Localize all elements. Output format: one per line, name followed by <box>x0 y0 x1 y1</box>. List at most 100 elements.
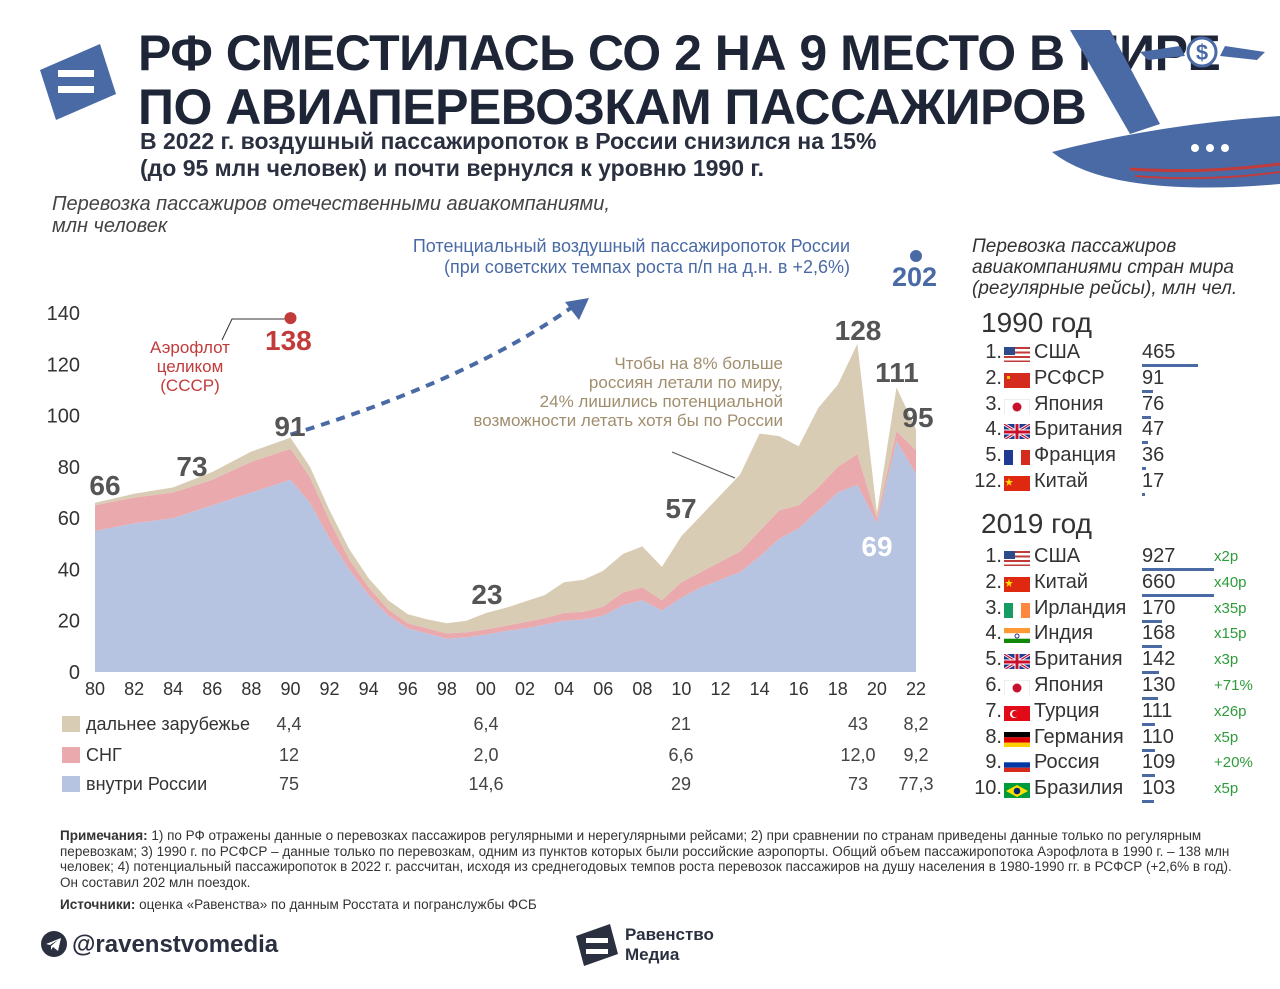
passenger-value: 660 <box>1142 570 1176 593</box>
ranking-title: Перевозка пассажиров авиакомпаниями стра… <box>972 236 1238 299</box>
x-tick-label: 12 <box>711 679 731 699</box>
legend-row: внутри России <box>62 774 207 796</box>
x-tick-label: 90 <box>280 679 300 699</box>
data-label-2010: 57 <box>665 493 696 524</box>
ranking-row: 5. Франция 36 <box>972 444 1272 471</box>
country-name: Британия <box>1034 418 1123 441</box>
ranking-row: 9. Россия 109 +20% <box>972 751 1272 778</box>
ranking-row: 1. США 927 x2р <box>972 545 1272 571</box>
value-bar <box>1142 568 1214 571</box>
rank-number: 3. <box>985 392 1002 415</box>
passenger-value: 110 <box>1142 725 1174 748</box>
value-bar <box>1142 748 1156 752</box>
flag-jp-icon <box>1004 398 1030 414</box>
footnote: Примечания: 1) по РФ отражены данные о п… <box>60 828 1232 890</box>
y-tick-label: 60 <box>58 508 80 530</box>
growth-value: x40р <box>1214 573 1247 591</box>
growth-value: x35р <box>1214 599 1247 617</box>
telegram-link[interactable]: @ravenstvomedia <box>40 930 278 959</box>
data-label-2019: 128 <box>835 315 882 346</box>
growth-value: x3р <box>1214 651 1239 669</box>
legend-value: 21 <box>670 714 692 734</box>
flag-de-icon <box>1004 731 1030 747</box>
brand-name: Равенство Медиа <box>625 925 714 964</box>
country-name: Россия <box>1034 751 1100 774</box>
flag-gb-icon <box>1004 423 1030 440</box>
data-label-2021: 111 <box>875 357 919 388</box>
x-tick-label: 92 <box>320 679 340 699</box>
rank-number: 4. <box>985 622 1002 645</box>
ranking-row: 2. Китай 660 x40р <box>972 571 1272 597</box>
country-name: Франция <box>1034 444 1116 467</box>
brand-logo-icon <box>40 44 116 120</box>
x-tick-label: 06 <box>593 679 613 699</box>
passenger-value: 36 <box>1142 444 1165 467</box>
flag-us-icon <box>1004 346 1030 362</box>
y-tick-label: 40 <box>58 559 80 581</box>
country-name: Германия <box>1034 725 1124 748</box>
legend-value: 6,4 <box>473 714 499 734</box>
x-tick-label: 98 <box>437 679 457 699</box>
value-bar <box>1142 645 1163 649</box>
page-subtitle: В 2022 г. воздушный пассажиропоток в Рос… <box>140 128 877 181</box>
legend-swatch <box>62 747 80 763</box>
ranking-row: 3. Ирландия 170 x35р <box>972 597 1272 623</box>
x-tick-label: 04 <box>554 679 574 699</box>
value-bar <box>1142 441 1148 445</box>
x-tick-label: 10 <box>671 679 691 699</box>
flag-ie-icon <box>1004 602 1030 618</box>
rank-number: 5. <box>985 648 1002 671</box>
y-tick-label: 80 <box>58 457 80 479</box>
potential-dot <box>910 250 922 262</box>
value-bar <box>1142 389 1153 393</box>
potential-growth-line <box>289 303 577 437</box>
chart-title: Перевозка пассажиров отечественными авиа… <box>52 193 610 237</box>
rank-number: 3. <box>985 596 1002 619</box>
page-title: РФ СМЕСТИЛАСЬ СО 2 НА 9 МЕСТО В МИРЕ ПО … <box>138 25 1221 135</box>
x-tick-label: 16 <box>789 679 809 699</box>
passenger-value: 103 <box>1142 777 1176 800</box>
ranking-row: 6. Япония 130 +71% <box>972 674 1272 700</box>
x-tick-label: 02 <box>515 679 535 699</box>
rank-number: 6. <box>985 674 1002 696</box>
rank-number: 2. <box>985 366 1002 389</box>
growth-value: x5р <box>1214 728 1239 746</box>
legend-label: СНГ <box>86 745 122 765</box>
passenger-value: 170 <box>1142 596 1176 619</box>
x-tick-label: 18 <box>828 679 848 699</box>
x-tick-label: 88 <box>241 679 261 699</box>
rank-number: 5. <box>985 444 1002 467</box>
rank-number: 1. <box>985 341 1002 363</box>
y-tick-label: 140 <box>47 303 80 325</box>
value-bar <box>1142 774 1156 778</box>
y-tick-label: 120 <box>47 354 80 376</box>
passenger-value: 111 <box>1142 699 1173 722</box>
aeroflot-value: 138 <box>265 325 312 356</box>
growth-value: x26р <box>1214 702 1247 720</box>
flag-jp-icon <box>1004 679 1030 695</box>
potential-arrowhead <box>565 298 589 320</box>
legend-value: 9,2 <box>903 745 929 765</box>
growth-value: x15р <box>1214 625 1247 643</box>
data-label-2020: 69 <box>861 531 892 562</box>
potential-value: 202 <box>892 262 938 292</box>
airplane-tail-icon: $ <box>1052 30 1280 188</box>
passenger-value: 17 <box>1142 470 1165 492</box>
data-label-2000: 23 <box>471 579 502 610</box>
ranking-row: 2. РСФСР 91 <box>972 367 1272 393</box>
area-series-1 <box>95 431 916 639</box>
legend-label: дальнее зарубежье <box>86 714 250 734</box>
legend-label: внутри России <box>86 774 208 794</box>
growth-value: +20% <box>1214 754 1253 772</box>
value-bar <box>1142 619 1163 623</box>
country-name: Китай <box>1034 470 1089 492</box>
x-tick-label: 22 <box>906 679 926 699</box>
legend-value: 6,6 <box>668 745 694 765</box>
data-label-2022: 95 <box>902 402 933 433</box>
x-tick-label: 20 <box>867 679 887 699</box>
country-name: Япония <box>1034 392 1104 415</box>
country-name: РСФСР <box>1034 366 1105 389</box>
note-leader <box>671 451 736 479</box>
legend-value: 8,2 <box>903 714 929 734</box>
flag-cn-icon <box>1004 576 1030 592</box>
